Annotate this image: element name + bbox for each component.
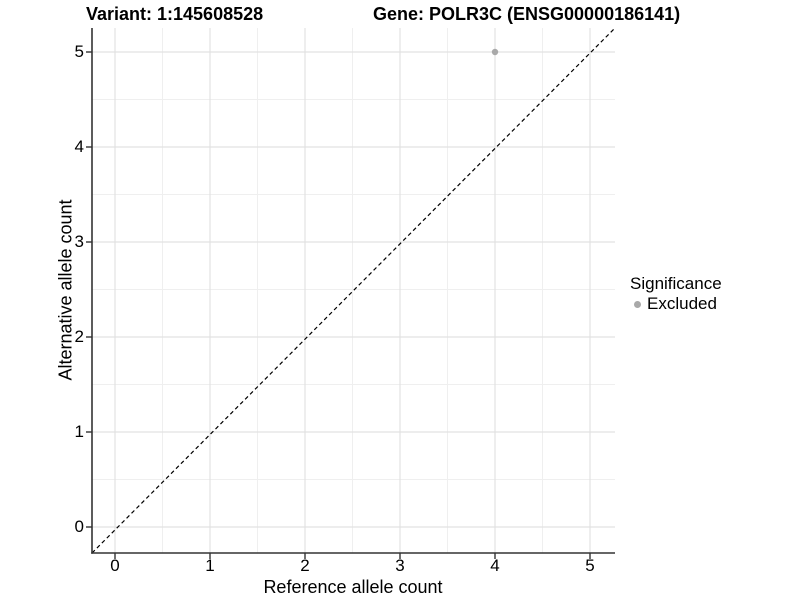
x-tick-label: 3 [395,556,405,575]
legend-title: Significance [630,274,722,293]
legend-item-excluded: Excluded [630,294,722,314]
y-tick-label: 2 [74,327,84,346]
legend: Significance Excluded [630,274,722,314]
x-tick-label: 0 [110,556,120,575]
identity-dashed-line [91,27,616,554]
data-point-excluded [491,48,499,56]
y-tick-label: 3 [74,232,84,251]
plot-title-gene: Gene: POLR3C (ENSG00000186141) [373,4,681,24]
x-tick-label: 4 [490,556,500,575]
x-tick-label: 2 [300,556,310,575]
x-axis-title: Reference allele count [263,577,443,597]
y-axis-title: Alternative allele count [55,199,76,381]
y-tick-label: 0 [74,517,84,536]
y-tick-label: 5 [74,42,84,61]
plot-title-variant: Variant: 1:145608528 [86,4,264,24]
legend-item-label: Excluded [647,294,717,313]
y-tick-label: 4 [74,137,84,156]
x-tick-label: 1 [205,556,215,575]
y-tick-label: 1 [74,422,84,441]
legend-point-icon [634,300,641,308]
x-tick-label: 5 [585,556,595,575]
